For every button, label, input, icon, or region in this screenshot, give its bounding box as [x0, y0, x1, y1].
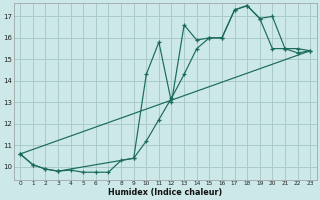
X-axis label: Humidex (Indice chaleur): Humidex (Indice chaleur) — [108, 188, 222, 197]
